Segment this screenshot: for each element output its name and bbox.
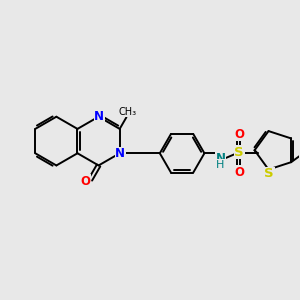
Text: CH₃: CH₃ xyxy=(119,107,137,117)
Text: N: N xyxy=(94,110,104,123)
Text: H: H xyxy=(216,160,225,170)
Text: S: S xyxy=(264,167,274,181)
Text: O: O xyxy=(234,128,244,141)
Text: N: N xyxy=(115,147,125,161)
Text: N: N xyxy=(215,152,226,165)
Text: S: S xyxy=(234,146,244,159)
Text: O: O xyxy=(80,175,90,188)
Text: O: O xyxy=(234,166,244,179)
